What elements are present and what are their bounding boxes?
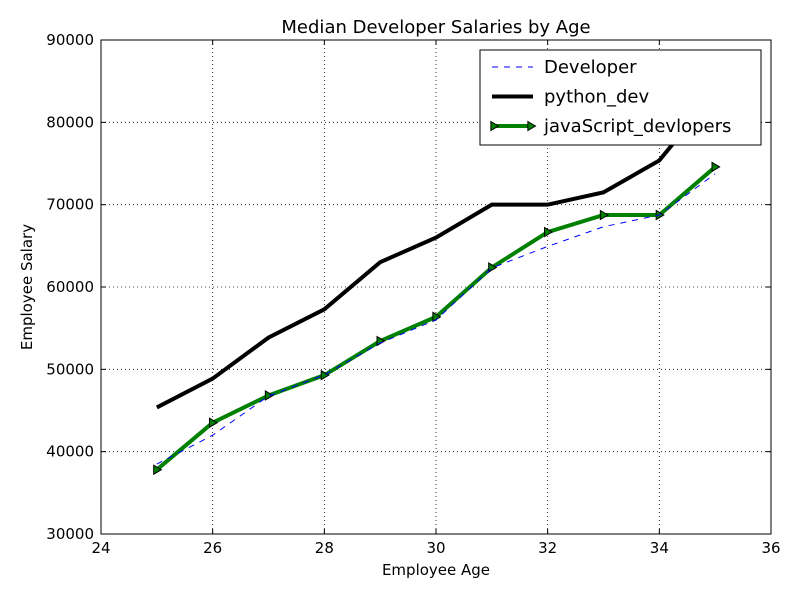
tick-layer: 24 26 28 30 32 34 36 30000 40000 50000 60000 70000 8… [46, 31, 780, 557]
x-tick-label: 34 [650, 539, 669, 557]
y-tick-label: 70000 [46, 196, 94, 214]
y-tick-label: 30000 [46, 525, 94, 543]
series-marker-javaScript_devlopers [599, 209, 609, 221]
legend: Developer python_dev javaScript_devlopers [479, 49, 762, 146]
series-layer [153, 91, 721, 476]
y-tick-label: 40000 [46, 443, 94, 461]
series-marker-javaScript_devlopers [544, 226, 554, 238]
chart-title: Median Developer Salaries by Age [281, 17, 590, 38]
x-tick-label: 24 [91, 539, 110, 557]
x-tick-label: 26 [203, 539, 222, 557]
series-marker-javaScript_devlopers [209, 417, 219, 429]
series-marker-javaScript_devlopers [153, 464, 163, 476]
x-tick-label: 28 [315, 539, 334, 557]
legend-marker-javaScript_devlopers [527, 120, 537, 132]
y-tick-label: 60000 [46, 278, 94, 296]
y-tick-label: 80000 [46, 113, 94, 131]
legend-label-python_dev: python_dev [544, 87, 649, 108]
y-axis-label: Employee Salary [18, 224, 36, 350]
x-tick-label: 36 [761, 539, 780, 557]
legend-label-javaScript_devlopers: javaScript_devlopers [543, 116, 731, 137]
series-line-python_dev [155, 91, 717, 410]
x-axis-label: Employee Age [382, 561, 490, 579]
series-line-Developer [156, 173, 716, 465]
series-marker-javaScript_devlopers [711, 161, 721, 173]
series-marker-javaScript_devlopers [264, 390, 274, 401]
y-tick-label: 90000 [46, 31, 94, 49]
x-tick-label: 32 [538, 539, 557, 557]
series-marker-javaScript_devlopers [320, 369, 330, 381]
legend-marker-javaScript_devlopers [490, 120, 500, 132]
x-tick-label: 30 [426, 539, 445, 557]
y-tick-label: 50000 [46, 360, 94, 378]
legend-label-Developer: Developer [544, 57, 637, 78]
